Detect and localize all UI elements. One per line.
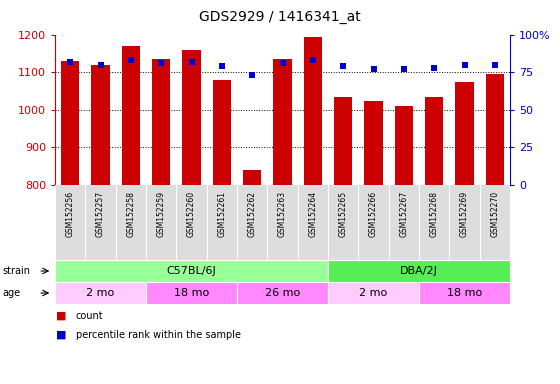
Text: count: count (76, 311, 103, 321)
Text: GSM152267: GSM152267 (399, 191, 408, 237)
Text: GSM152262: GSM152262 (248, 191, 256, 237)
Bar (365, 101, 382, 185)
Bar (55, 282, 146, 304)
Bar (91, 65, 110, 185)
Bar (55, 260, 328, 282)
Text: GSM152264: GSM152264 (309, 191, 318, 237)
Text: GSM152266: GSM152266 (369, 191, 378, 237)
Text: percentile rank within the sample: percentile rank within the sample (76, 330, 241, 340)
Text: GDS2929 / 1416341_at: GDS2929 / 1416341_at (199, 10, 361, 24)
Text: GSM152269: GSM152269 (460, 191, 469, 237)
Bar (183, 50, 200, 185)
Bar (328, 282, 419, 304)
Bar (122, 46, 140, 185)
Bar (213, 80, 231, 185)
Text: age: age (3, 288, 21, 298)
Bar (486, 74, 504, 185)
Bar (237, 282, 328, 304)
Text: ■: ■ (56, 330, 67, 340)
Text: 2 mo: 2 mo (86, 288, 115, 298)
Text: GSM152256: GSM152256 (66, 191, 74, 237)
Text: GSM152259: GSM152259 (157, 191, 166, 237)
Text: GSM152258: GSM152258 (127, 191, 136, 237)
Text: 18 mo: 18 mo (174, 288, 209, 298)
Bar (304, 37, 322, 185)
Bar (455, 82, 474, 185)
Bar (152, 60, 170, 185)
Bar (146, 282, 237, 304)
Bar (419, 282, 510, 304)
Text: 26 mo: 26 mo (265, 288, 300, 298)
Text: ■: ■ (56, 311, 67, 321)
Bar (243, 170, 262, 185)
Text: GSM152268: GSM152268 (430, 191, 438, 237)
Bar (334, 97, 352, 185)
Text: GSM152257: GSM152257 (96, 191, 105, 237)
Text: GSM152270: GSM152270 (491, 191, 500, 237)
Text: GSM152263: GSM152263 (278, 191, 287, 237)
Text: GSM152261: GSM152261 (217, 191, 226, 237)
Text: 2 mo: 2 mo (360, 288, 388, 298)
Bar (328, 260, 510, 282)
Text: C57BL/6J: C57BL/6J (167, 266, 216, 276)
Bar (425, 97, 444, 185)
Bar (395, 106, 413, 185)
Bar (273, 60, 292, 185)
Text: strain: strain (3, 266, 31, 276)
Text: DBA/2J: DBA/2J (400, 266, 438, 276)
Text: GSM152265: GSM152265 (339, 191, 348, 237)
Text: 18 mo: 18 mo (447, 288, 482, 298)
Text: GSM152260: GSM152260 (187, 191, 196, 237)
Bar (61, 61, 80, 185)
